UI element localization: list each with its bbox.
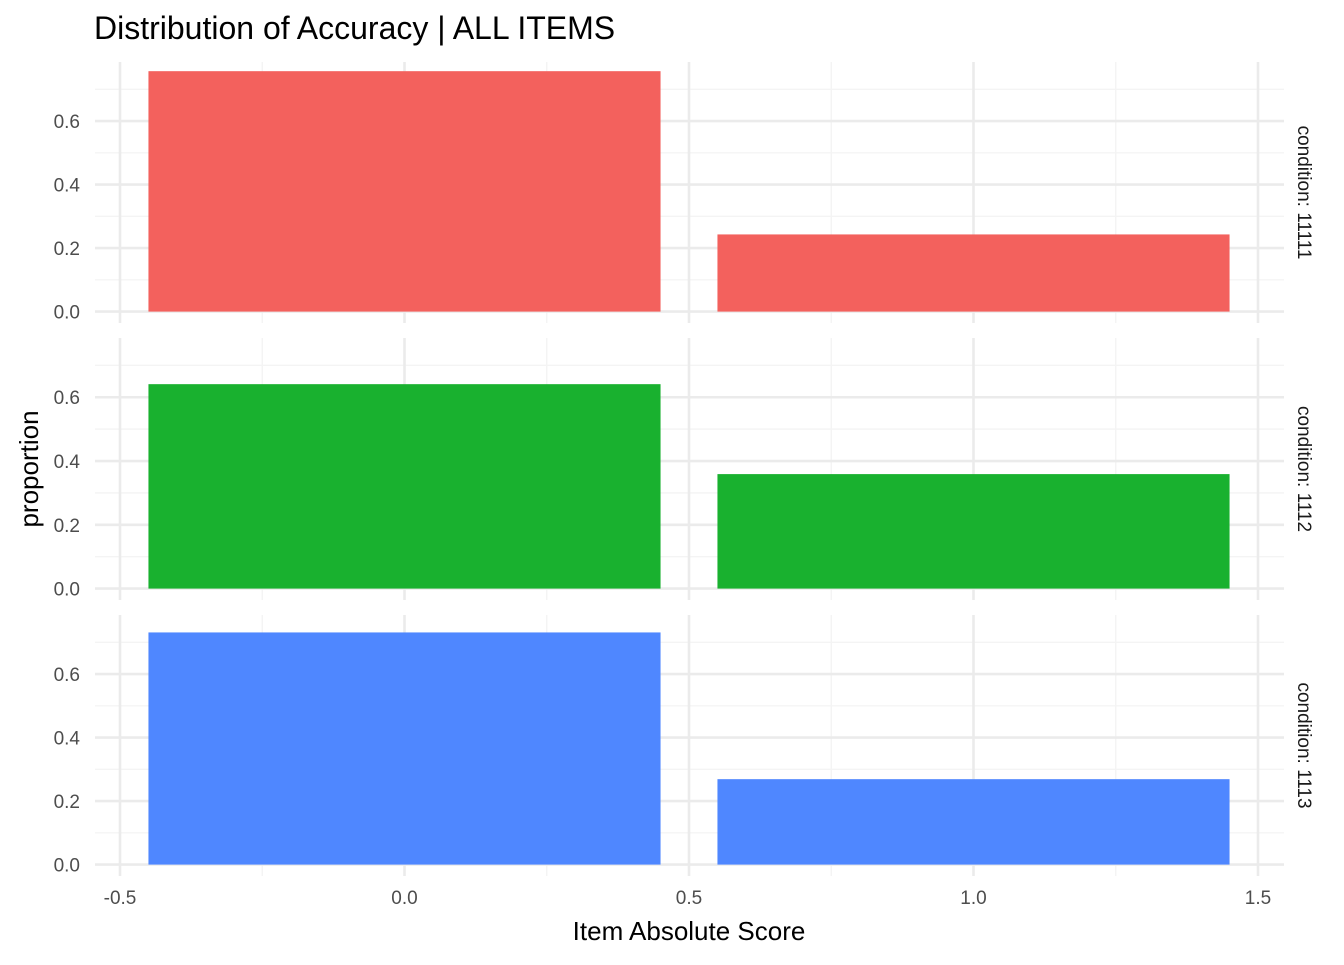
facet-strip-label: condition: 11111 <box>1293 126 1314 260</box>
bar <box>717 474 1230 589</box>
x-tick-label: 0.0 <box>391 888 417 909</box>
facet-panel: 0.0 0.2 0.4 0.6 condition: 1112 <box>54 338 1314 601</box>
x-axis: -0.5 0.0 0.5 1.0 1.5 <box>104 888 1272 909</box>
y-tick-label: 0.6 <box>54 665 80 686</box>
y-tick-label: 0.6 <box>54 112 80 133</box>
x-tick-label: 1.5 <box>1245 888 1271 909</box>
y-tick-label: 0.2 <box>54 792 80 813</box>
x-tick-label: 1.0 <box>960 888 986 909</box>
y-tick-label: 0.4 <box>54 176 81 197</box>
bar <box>148 632 661 865</box>
y-tick-label: 0.0 <box>54 580 80 601</box>
x-tick-label: -0.5 <box>104 888 137 909</box>
y-tick-label: 0.4 <box>54 729 81 750</box>
y-tick-label: 0.2 <box>54 516 80 537</box>
facet-strip-label: condition: 1112 <box>1293 406 1314 532</box>
bar <box>717 234 1230 312</box>
x-axis-title: Item Absolute Score <box>573 916 806 946</box>
y-tick-label: 0.6 <box>54 388 80 409</box>
facet-panel: 0.0 0.2 0.4 0.6 condition: 11111 <box>54 62 1314 324</box>
facet-panels: 0.0 0.2 0.4 0.6 condition: 11111 0.0 0.2 0.4 0.6… <box>54 62 1314 877</box>
facet-strip-label: condition: 1113 <box>1293 682 1314 808</box>
bar <box>148 384 661 589</box>
y-tick-label: 0.2 <box>54 239 80 260</box>
y-tick-label: 0.0 <box>54 856 80 877</box>
y-tick-label: 0.4 <box>54 452 81 473</box>
y-axis-title: proportion <box>14 410 44 527</box>
y-tick-label: 0.0 <box>54 303 80 324</box>
facet-panel: 0.0 0.2 0.4 0.6 condition: 1113 <box>54 615 1314 877</box>
x-tick-label: 0.5 <box>676 888 702 909</box>
bar <box>717 779 1230 865</box>
chart-title: Distribution of Accuracy | ALL ITEMS <box>94 10 615 46</box>
bar <box>148 71 661 312</box>
